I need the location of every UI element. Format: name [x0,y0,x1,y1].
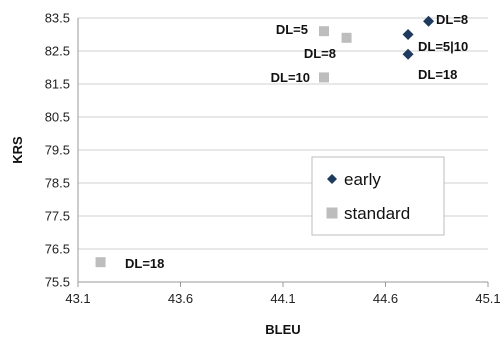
x-tick-labels: 43.1 43.6 44.1 44.6 45.1 [65,291,500,306]
grid-lines [78,17,488,283]
point-label: DL=10 [271,70,310,85]
point-label: DL=18 [418,67,457,82]
point-label: DL=8 [304,46,336,61]
standard-point [95,257,106,268]
x-axis-title: BLEU [265,322,300,337]
legend: early standard [311,156,445,236]
standard-point [341,32,352,43]
early-point [402,29,414,40]
legend-early-marker [327,174,337,184]
early-point [423,15,435,27]
x-tick-label: 45.1 [475,291,500,306]
axes [77,18,489,287]
y-tick-label: 80.5 [45,110,70,125]
standard-point [319,72,329,83]
data-points [95,15,435,268]
point-label: DL=5 [276,22,308,37]
x-tick-label: 43.1 [65,291,90,306]
y-tick-label: 79.5 [45,143,70,158]
legend-standard-label: standard [344,204,410,223]
legend-early-label: early [344,170,381,189]
legend-standard-marker [326,207,338,219]
y-tick-label: 82.5 [45,44,70,59]
legend-items: early standard [326,170,410,223]
early-point [402,48,414,60]
point-label: DL=8 [436,12,468,27]
y-axis-title: KRS [10,136,25,164]
standard-point [319,26,329,37]
y-tick-label: 83.5 [45,11,70,26]
legend-box [311,156,445,236]
point-label: DL=5|10 [418,39,468,54]
x-tick-label: 43.6 [168,291,193,306]
x-tick-label: 44.1 [270,291,295,306]
point-labels: DL=8 DL=5|10 DL=18 DL=5 DL=8 DL=10 DL=18 [125,12,468,271]
y-tick-label: 81.5 [45,77,70,92]
y-tick-label: 78.5 [45,176,70,191]
y-tick-label: 76.5 [45,242,70,257]
point-label: DL=18 [125,256,164,271]
y-tick-label: 75.5 [45,275,70,290]
y-tick-label: 77.5 [45,209,70,224]
x-tick-label: 44.6 [373,291,398,306]
y-tick-labels: 75.5 76.5 77.5 78.5 79.5 80.5 81.5 82.5 83.5 [45,11,70,290]
